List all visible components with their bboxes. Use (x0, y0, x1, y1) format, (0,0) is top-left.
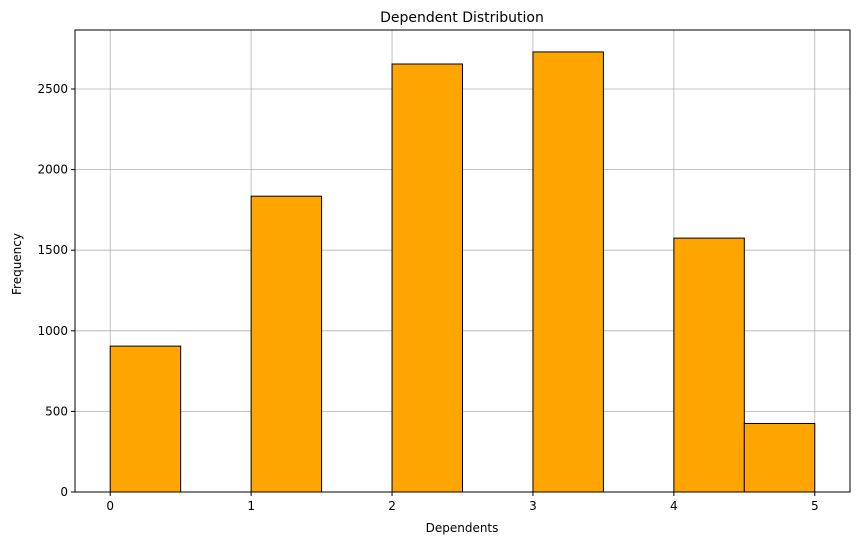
histogram-bar (250, 195, 323, 493)
x-tick-label: 3 (529, 499, 537, 513)
histogram-bar (109, 345, 182, 493)
x-tick-label: 2 (388, 499, 396, 513)
chart-title: Dependent Distribution (380, 10, 544, 26)
y-tick-label: 0 (60, 485, 68, 499)
x-axis-ticks: 0 1 2 3 4 5 (106, 492, 819, 513)
histogram-bar (391, 63, 463, 493)
x-tick-label: 0 (106, 499, 114, 513)
histogram-bar (673, 237, 745, 493)
x-axis-title: Dependents (426, 521, 499, 535)
x-tick-label: 5 (811, 499, 819, 513)
y-tick-label: 1000 (37, 324, 68, 338)
y-axis-ticks: 0 500 1000 1500 2000 2500 (37, 82, 75, 499)
y-axis-title: Frequency (10, 233, 24, 295)
plot-frame (74, 29, 851, 493)
y-tick-label: 2500 (37, 82, 68, 96)
histogram-bar (743, 422, 816, 493)
bars (109, 51, 816, 493)
histogram-bar (532, 51, 604, 493)
x-tick-label: 4 (670, 499, 678, 513)
y-tick-label: 1500 (37, 243, 68, 257)
y-tick-label: 500 (45, 404, 68, 418)
x-tick-label: 1 (247, 499, 255, 513)
y-tick-label: 2000 (37, 163, 68, 177)
